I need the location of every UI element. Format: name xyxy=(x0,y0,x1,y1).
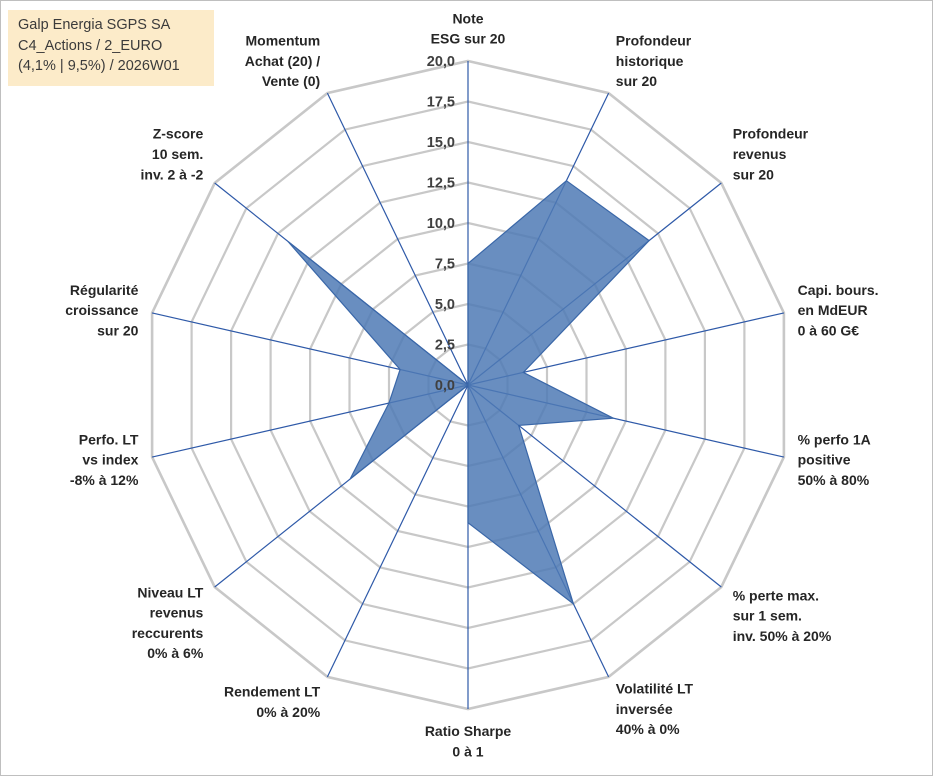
axis-label-line: 0% à 20% xyxy=(256,704,320,720)
axis-label-line: 10 sem. xyxy=(152,146,203,162)
axis-label-line: 0% à 6% xyxy=(147,645,204,661)
axis-label: Capi. bours. en MdEUR 0 à 60 G€ xyxy=(798,282,879,339)
axis-label: Rendement LT 0% à 20% xyxy=(224,684,321,720)
axis-label: Profondeur historique sur 20 xyxy=(616,33,692,90)
tick-label: 5,0 xyxy=(435,297,455,313)
axis-label-line: -8% à 12% xyxy=(70,472,139,488)
axis-label: Volatilité LT inversée 40% à 0% xyxy=(616,681,694,738)
axis-label-line: sur 20 xyxy=(97,322,138,338)
axis-label-line: Z-score xyxy=(153,126,204,142)
axis-label-line: revenus xyxy=(150,605,204,621)
axis-label-line: 0 à 60 G€ xyxy=(798,322,860,338)
axis-label: Régularité croissance sur 20 xyxy=(65,282,138,339)
axis-label-line: revenus xyxy=(733,146,787,162)
axis-label: Momentum Achat (20) / Vente (0) xyxy=(245,33,321,90)
axis-label-line: 50% à 80% xyxy=(798,472,870,488)
tick-label: 17,5 xyxy=(427,95,455,111)
axis-label-line: Vente (0) xyxy=(262,73,320,89)
axis-label: Z-score 10 sem. inv. 2 à -2 xyxy=(141,126,204,183)
axis-label-line: Momentum xyxy=(246,33,321,49)
axis-label-line: croissance xyxy=(65,302,138,318)
axis-label-line: en MdEUR xyxy=(798,302,868,318)
axis-label-line: Capi. bours. xyxy=(798,282,879,298)
tick-label: 10,0 xyxy=(427,216,455,232)
axis-label: Note ESG sur 20 xyxy=(431,10,506,46)
axis-label-line: inv. 50% à 20% xyxy=(733,628,832,644)
axis-label: Niveau LT revenus reccurents 0% à 6% xyxy=(132,584,204,661)
axis-label-line: 40% à 0% xyxy=(616,721,680,737)
axis-label: % perfo 1A positive 50% à 80% xyxy=(798,431,871,488)
axis-label-line: 0 à 1 xyxy=(452,743,483,759)
tick-label: 15,0 xyxy=(427,135,455,151)
axis-label-line: Achat (20) / xyxy=(245,53,321,69)
axis-label-line: Note xyxy=(452,10,483,26)
axis-label-line: sur 1 sem. xyxy=(733,608,802,624)
axis-label-line: reccurents xyxy=(132,625,204,641)
axis-label-line: Profondeur xyxy=(616,33,692,49)
axis-label-line: sur 20 xyxy=(733,166,774,182)
tick-label: 12,5 xyxy=(427,176,455,192)
axis-label-line: Régularité xyxy=(70,282,139,298)
tick-label: 0,0 xyxy=(435,378,455,394)
axis-label-line: % perte max. xyxy=(733,587,819,603)
tick-label: 20,0 xyxy=(427,54,455,70)
axis-label-line: Niveau LT xyxy=(137,584,203,600)
axis-label-line: inversée xyxy=(616,701,673,717)
axis-label-line: historique xyxy=(616,53,684,69)
axis-label-line: ESG sur 20 xyxy=(431,31,506,47)
axis-label: Profondeur revenus sur 20 xyxy=(733,126,809,183)
axis-label-line: vs index xyxy=(82,452,138,468)
tick-label: 2,5 xyxy=(435,338,455,354)
axis-label-line: Volatilité LT xyxy=(616,681,694,697)
axis-label: % perte max. sur 1 sem. inv. 50% à 20% xyxy=(733,587,832,644)
axis-label-line: % perfo 1A xyxy=(798,431,871,447)
axis-label-line: Perfo. LT xyxy=(79,431,139,447)
tick-label: 7,5 xyxy=(435,257,455,273)
axis-label-line: Ratio Sharpe xyxy=(425,723,512,739)
axis-label-line: sur 20 xyxy=(616,73,657,89)
axis-label-line: positive xyxy=(798,452,851,468)
axis-label-line: Profondeur xyxy=(733,126,809,142)
axis-label: Perfo. LT vs index -8% à 12% xyxy=(70,431,139,488)
axis-label: Ratio Sharpe 0 à 1 xyxy=(425,723,512,759)
axis-label-line: inv. 2 à -2 xyxy=(141,166,204,182)
axis-label-line: Rendement LT xyxy=(224,684,321,700)
